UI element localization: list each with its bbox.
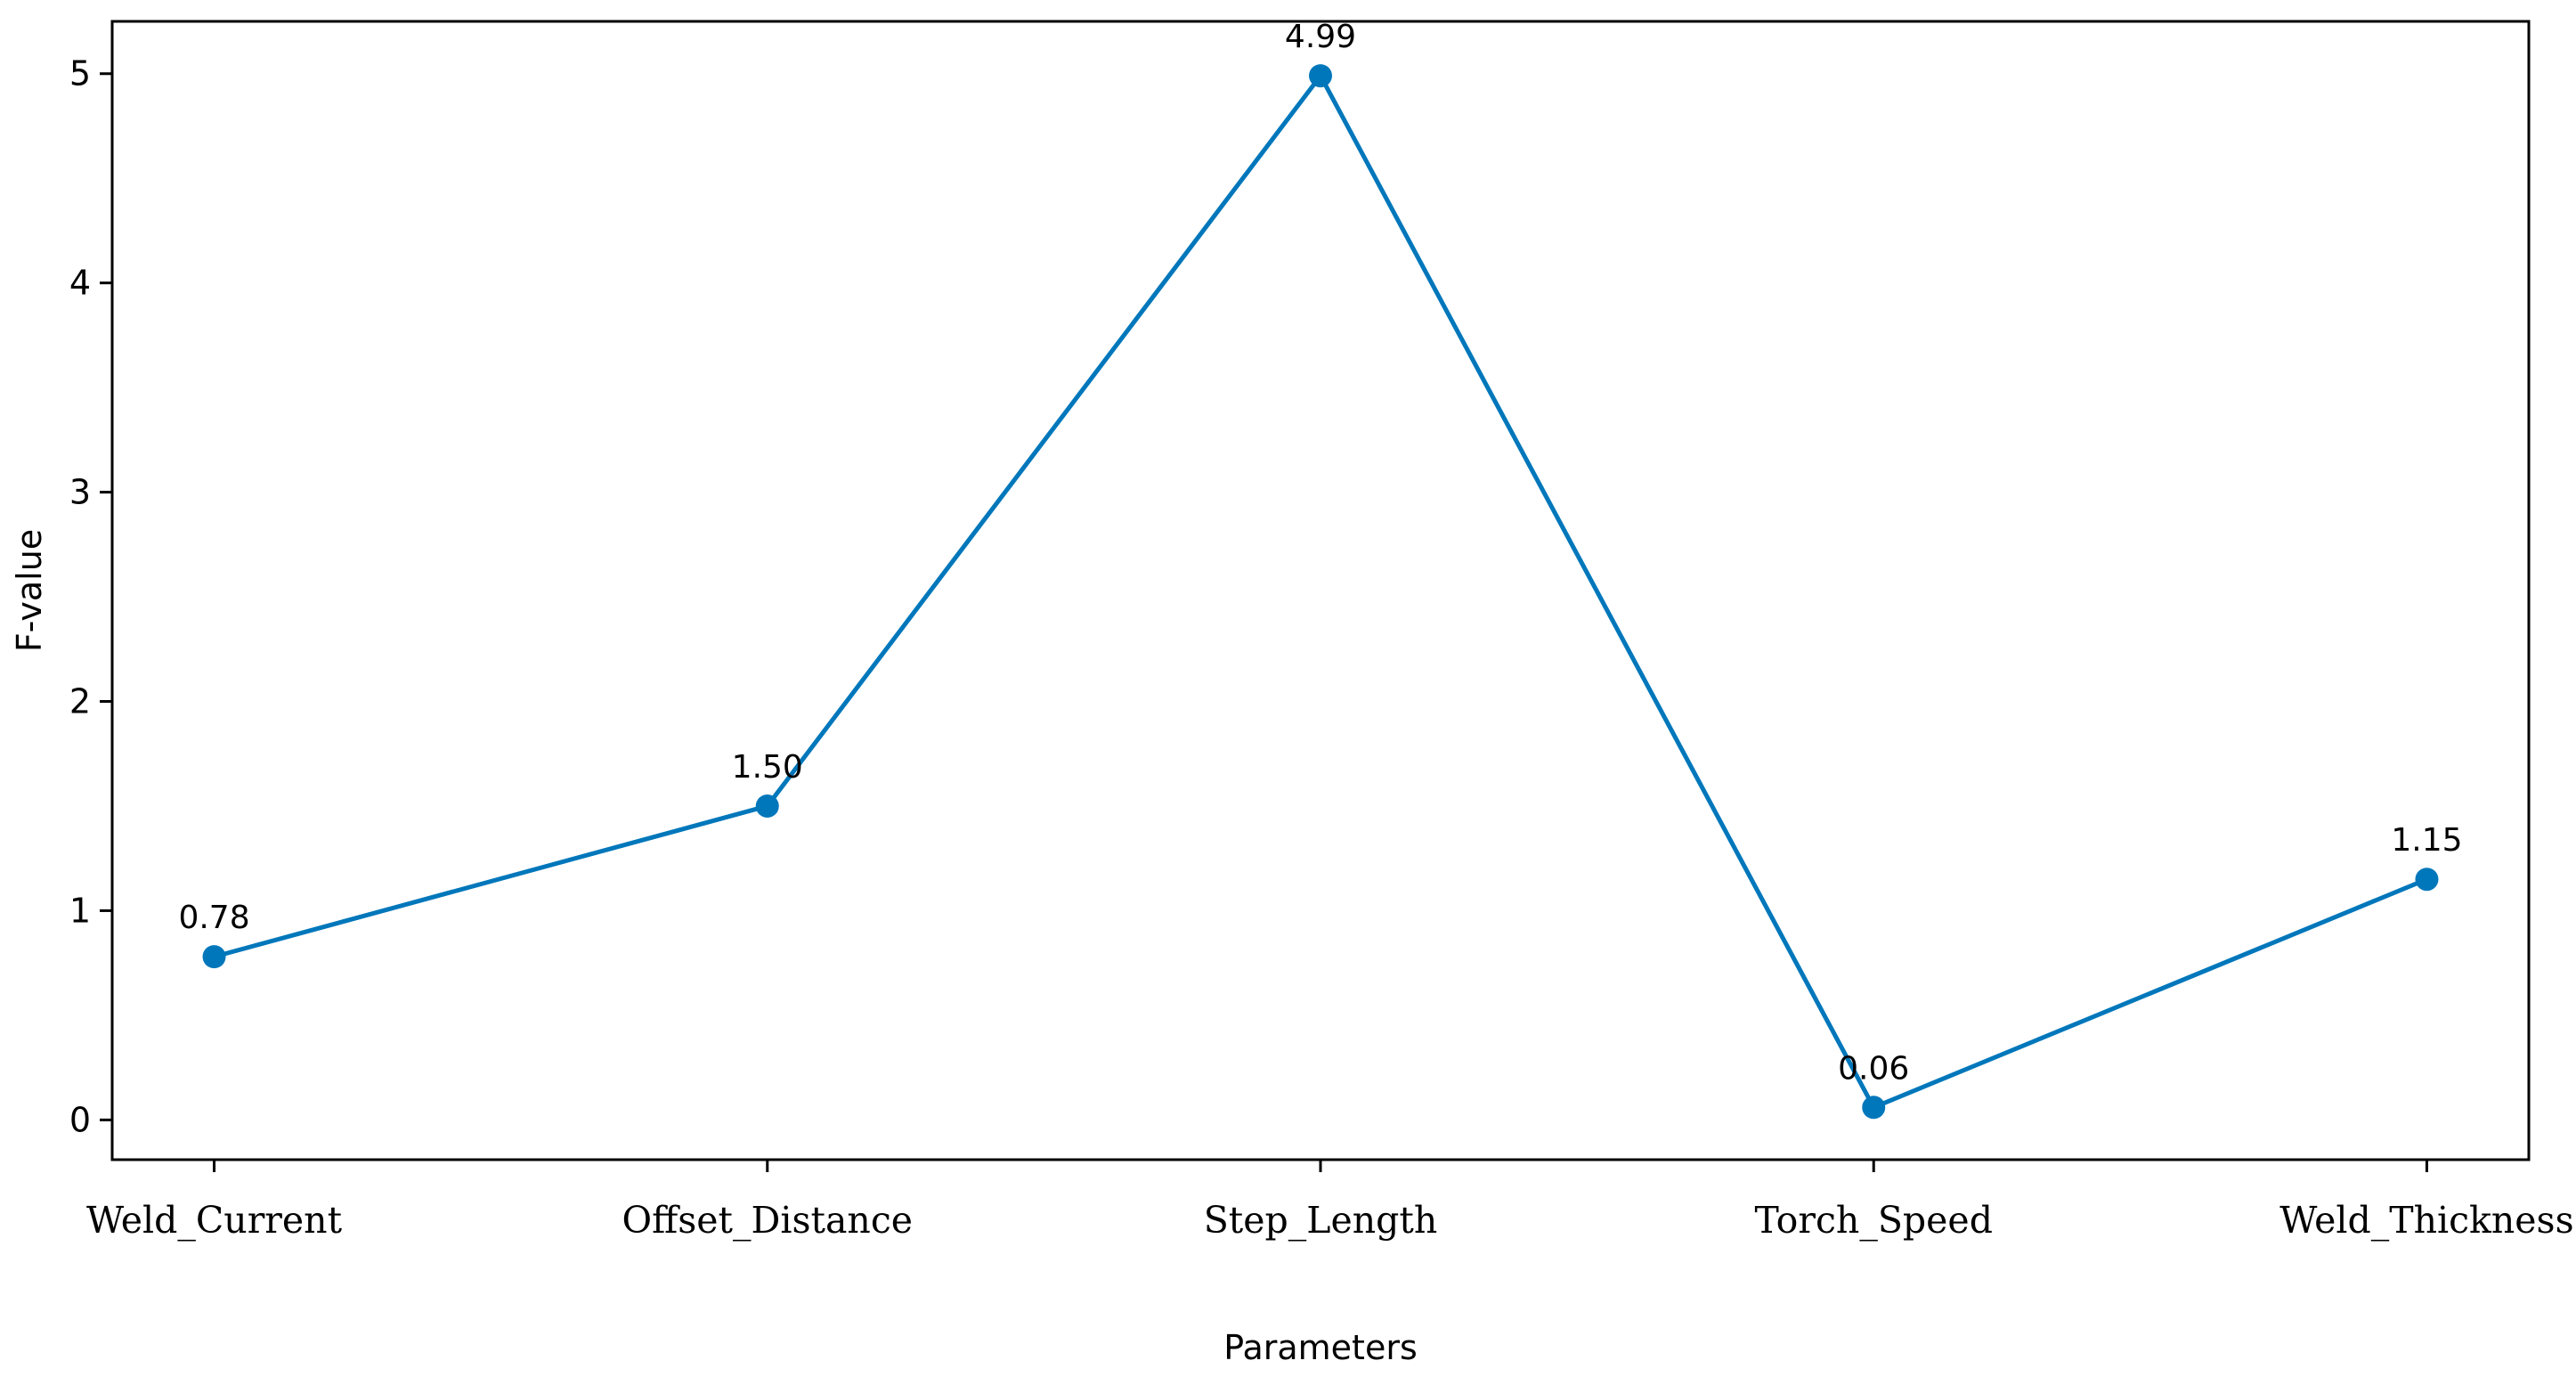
- y-tick-label: 3: [69, 473, 91, 512]
- x-tick-label: Weld_Thickness: [2279, 1199, 2573, 1242]
- data-point: [1309, 64, 1332, 88]
- data-point: [755, 794, 779, 818]
- data-label: 4.99: [1285, 19, 1356, 55]
- y-tick-label: 0: [69, 1100, 91, 1139]
- y-tick-label: 5: [69, 54, 91, 94]
- series-group: 0.78 1.50 4.99 0.06 1.15: [178, 19, 2463, 1120]
- y-tick-label: 2: [69, 682, 91, 721]
- x-tick-label: Torch_Speed: [1755, 1199, 1993, 1242]
- data-label: 0.06: [1838, 1050, 1909, 1087]
- x-tick-label: Step_Length: [1204, 1199, 1438, 1242]
- data-point: [202, 945, 226, 969]
- x-axis-ticks: Weld_Current Offset_Distance Step_Length To…: [86, 1160, 2574, 1242]
- data-label: 1.15: [2391, 822, 2462, 859]
- data-point: [2415, 868, 2439, 892]
- y-tick-label: 1: [69, 891, 91, 930]
- data-point: [1862, 1096, 1886, 1120]
- x-tick-label: Weld_Current: [86, 1199, 343, 1242]
- y-axis-ticks: 0 1 2 3 4 5: [69, 54, 112, 1139]
- series-line: [213, 73, 2428, 1110]
- data-label: 1.50: [732, 749, 803, 786]
- plot-frame: [110, 20, 2531, 1161]
- data-label: 0.78: [178, 900, 249, 936]
- x-tick-label: Offset_Distance: [622, 1199, 913, 1242]
- y-tick-label: 4: [69, 264, 91, 303]
- x-axis-title: Parameters: [1223, 1328, 1418, 1367]
- y-axis-title: F-value: [10, 529, 49, 652]
